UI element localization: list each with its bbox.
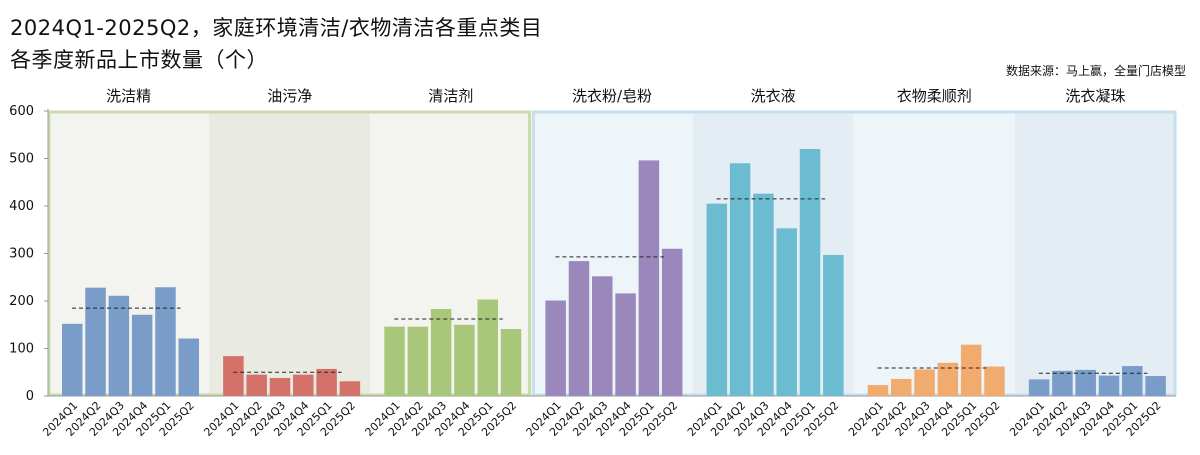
bar: [960, 344, 982, 396]
chart-title-line-2: 各季度新品上市数量（个）: [10, 48, 268, 72]
y-tick-label: 100: [9, 342, 34, 357]
bar: [454, 324, 475, 396]
bar: [661, 248, 683, 396]
bar: [269, 377, 291, 396]
bar: [592, 276, 613, 396]
bar: [937, 362, 959, 396]
panel-title: 油污净: [267, 87, 312, 105]
bar: [615, 293, 636, 396]
bar: [1075, 369, 1096, 396]
panel-title: 洗洁精: [106, 87, 151, 105]
bar: [1028, 379, 1050, 396]
bar: [293, 374, 314, 396]
bar: [729, 163, 751, 396]
panel-background: [853, 111, 1015, 396]
bar: [1052, 370, 1073, 396]
bar: [891, 378, 912, 396]
bar: [1098, 375, 1120, 396]
bar: [85, 287, 106, 396]
panel-title: 衣物柔顺剂: [897, 87, 972, 105]
bar: [1122, 366, 1143, 396]
group-border-laundry: [531, 110, 1177, 397]
panel-title: 洗衣粉/皂粉: [572, 87, 652, 105]
y-tick-label: 600: [9, 104, 34, 119]
bar: [384, 326, 405, 396]
bar: [500, 329, 522, 396]
bar: [638, 160, 660, 396]
bar: [108, 295, 130, 396]
bar: [155, 287, 176, 396]
bar: [984, 366, 1005, 396]
data-source-note: 数据来源：马上赢，全量门店模型: [1005, 64, 1186, 78]
panel-background: [1014, 111, 1176, 396]
y-tick-label: 0: [26, 389, 34, 404]
bar: [753, 193, 774, 396]
bar: [706, 203, 728, 396]
y-tick-label: 500: [9, 152, 34, 167]
bar: [339, 381, 361, 396]
y-tick-label: 400: [9, 199, 34, 214]
panel-title: 清洁剂: [428, 87, 473, 105]
bar: [178, 338, 199, 396]
y-tick-label: 200: [9, 294, 34, 309]
bar: [914, 369, 935, 396]
bar: [407, 326, 429, 396]
chart-title-line-1: 2024Q1-2025Q2，家庭环境清洁/衣物清洁各重点类目: [10, 16, 543, 40]
bar: [776, 228, 797, 396]
bar: [568, 261, 590, 396]
panel-title: 洗衣凝珠: [1065, 87, 1125, 105]
panel-title: 洗衣液: [751, 87, 796, 105]
bar: [1145, 376, 1166, 396]
bar: [131, 314, 153, 396]
bar: [246, 374, 267, 396]
bar: [477, 299, 498, 396]
bar: [223, 356, 244, 396]
bar: [545, 300, 566, 396]
y-tick-label: 300: [9, 247, 34, 262]
bar: [430, 309, 452, 396]
bar: [316, 368, 337, 396]
bar: [62, 323, 83, 396]
bar: [799, 149, 821, 396]
panel-background: [209, 111, 371, 396]
bar: [823, 254, 844, 396]
bar: [867, 385, 889, 396]
